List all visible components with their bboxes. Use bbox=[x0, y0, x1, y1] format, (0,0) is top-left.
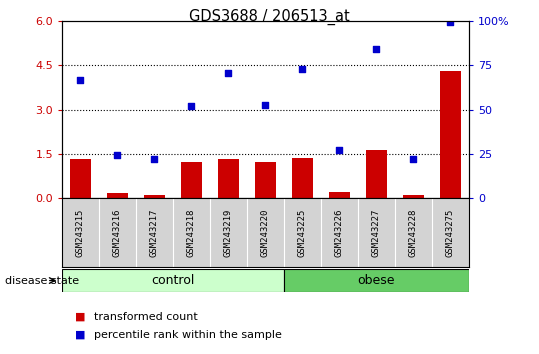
Point bbox=[187, 103, 196, 109]
Text: ■: ■ bbox=[75, 330, 86, 339]
Text: percentile rank within the sample: percentile rank within the sample bbox=[94, 330, 282, 339]
Point bbox=[409, 156, 418, 162]
Bar bbox=[144, 195, 164, 198]
Bar bbox=[284, 269, 469, 292]
Point bbox=[113, 153, 122, 158]
Bar bbox=[62, 269, 284, 292]
Point bbox=[446, 19, 455, 25]
Point bbox=[76, 78, 85, 83]
Text: ■: ■ bbox=[75, 312, 86, 322]
Text: GSM243216: GSM243216 bbox=[113, 209, 122, 257]
Text: GSM243220: GSM243220 bbox=[261, 209, 270, 257]
Text: GSM243218: GSM243218 bbox=[187, 209, 196, 257]
Point bbox=[372, 46, 381, 52]
Text: GSM243217: GSM243217 bbox=[150, 209, 159, 257]
Bar bbox=[70, 159, 91, 198]
Text: GDS3688 / 206513_at: GDS3688 / 206513_at bbox=[189, 9, 350, 25]
Bar bbox=[255, 162, 275, 198]
Bar bbox=[403, 195, 424, 198]
Bar bbox=[107, 193, 128, 198]
Text: GSM243215: GSM243215 bbox=[76, 209, 85, 257]
Text: GSM243225: GSM243225 bbox=[298, 209, 307, 257]
Text: transformed count: transformed count bbox=[94, 312, 198, 322]
Text: GSM243275: GSM243275 bbox=[446, 209, 455, 257]
Bar bbox=[440, 71, 461, 198]
Text: GSM243227: GSM243227 bbox=[372, 209, 381, 257]
Bar bbox=[292, 159, 313, 198]
Text: GSM243226: GSM243226 bbox=[335, 209, 344, 257]
Point bbox=[335, 147, 344, 152]
Text: GSM243228: GSM243228 bbox=[409, 209, 418, 257]
Text: control: control bbox=[151, 274, 195, 287]
Point bbox=[224, 70, 233, 76]
Text: GSM243219: GSM243219 bbox=[224, 209, 233, 257]
Bar bbox=[218, 159, 239, 198]
Bar bbox=[181, 162, 202, 198]
Point bbox=[261, 103, 270, 108]
Text: obese: obese bbox=[358, 274, 395, 287]
Text: disease state: disease state bbox=[5, 275, 80, 286]
Bar bbox=[329, 192, 350, 198]
Bar bbox=[367, 150, 386, 198]
Point bbox=[298, 66, 307, 72]
Point bbox=[150, 156, 159, 162]
